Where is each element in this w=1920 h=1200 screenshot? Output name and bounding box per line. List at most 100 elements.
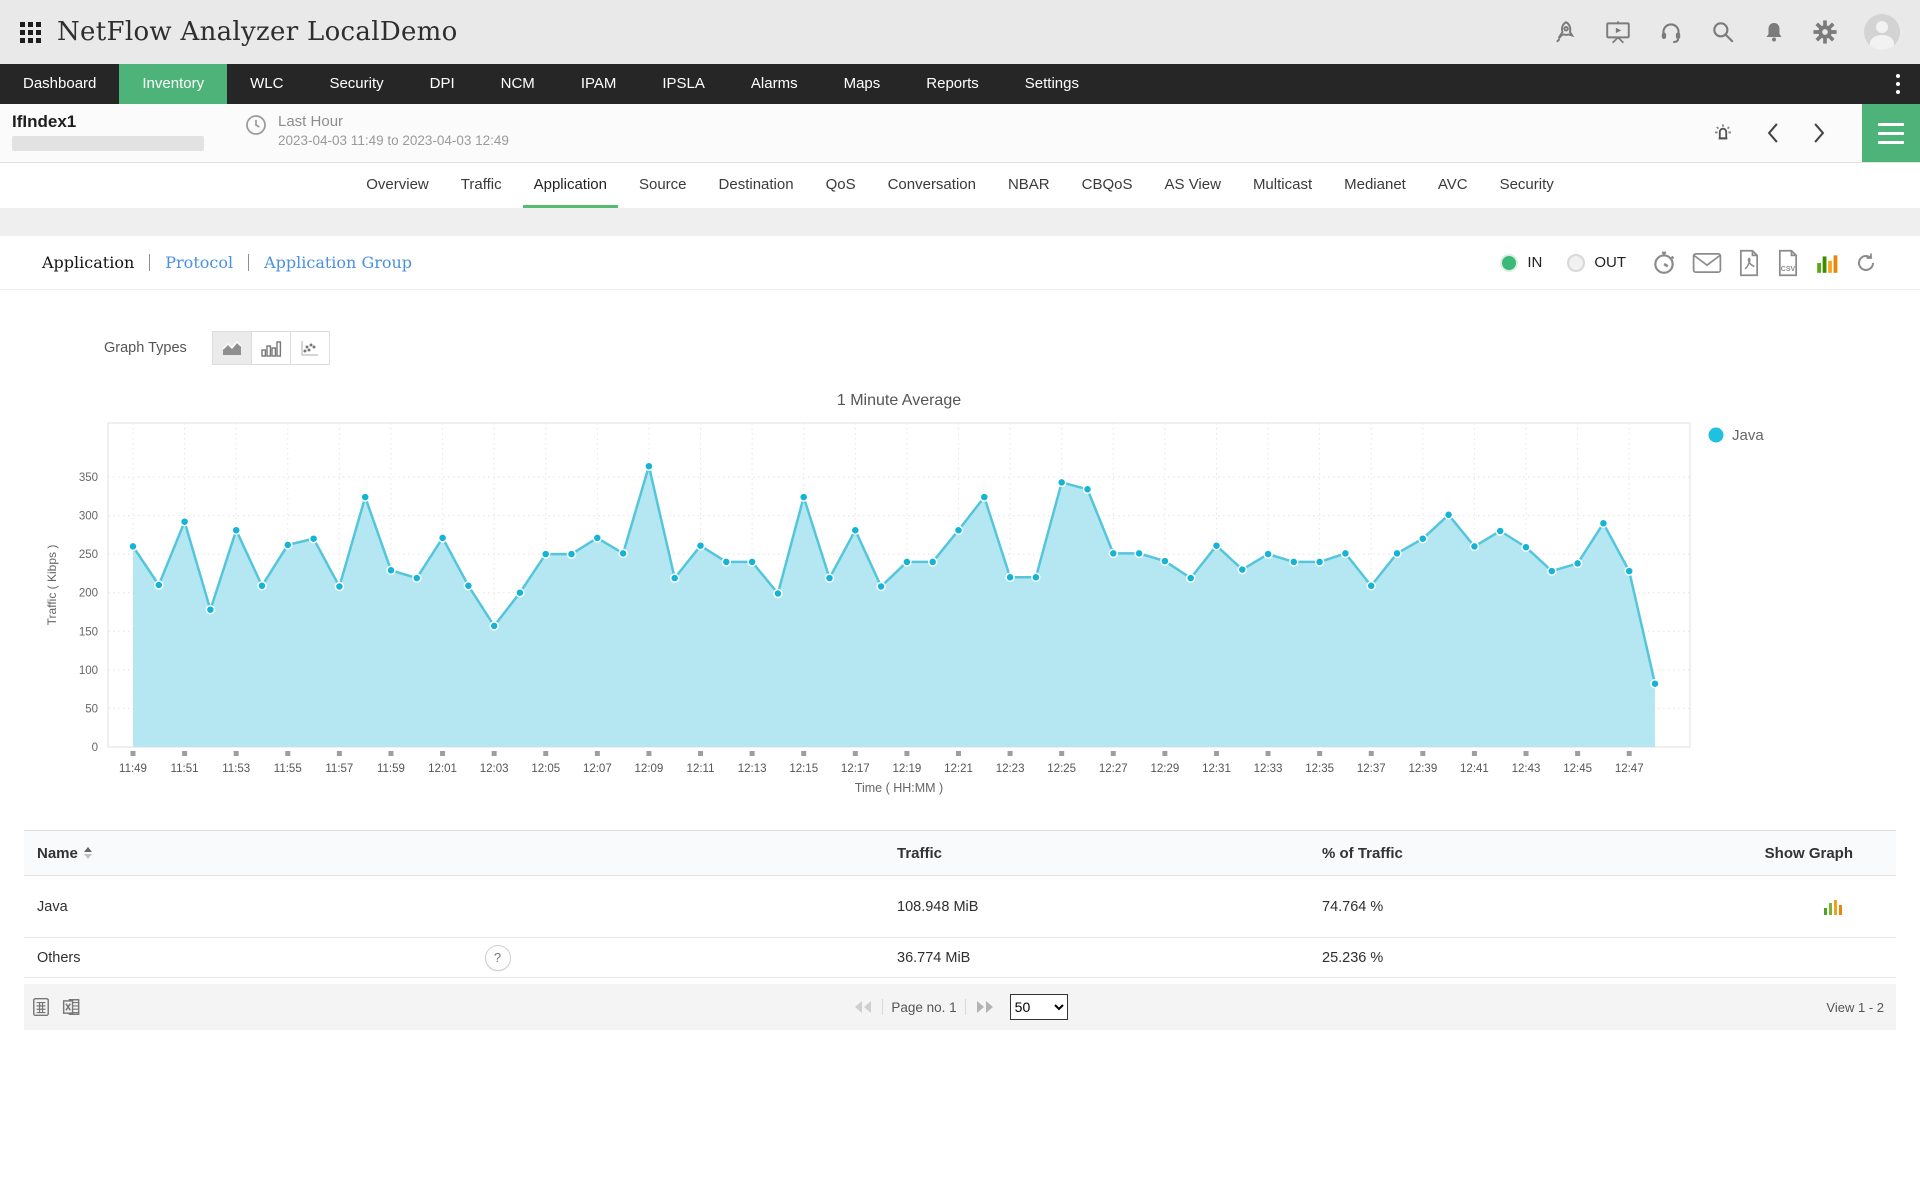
search-icon[interactable] <box>1710 19 1736 45</box>
svg-text:Traffic ( Kibps ): Traffic ( Kibps ) <box>45 545 59 626</box>
export-pdf-icon[interactable] <box>1737 249 1761 277</box>
svg-text:1 Minute Average: 1 Minute Average <box>837 392 961 409</box>
presentation-icon[interactable] <box>1604 19 1632 45</box>
svg-text:12:11: 12:11 <box>687 763 715 775</box>
tab-cbqos[interactable]: CBQoS <box>1081 176 1133 193</box>
others-help-icon[interactable]: ? <box>484 944 511 971</box>
sort-icon <box>83 847 92 859</box>
show-graph-icon[interactable] <box>1823 898 1883 916</box>
column-header-show-graph: Show Graph <box>1764 844 1853 862</box>
nav-item-ncm[interactable]: NCM <box>500 75 535 92</box>
period-range: 2023-04-03 11:49 to 2023-04-03 12:49 <box>278 133 509 148</box>
svg-text:12:47: 12:47 <box>1615 763 1644 775</box>
email-icon[interactable] <box>1692 251 1722 275</box>
svg-text:11:55: 11:55 <box>274 763 302 775</box>
tab-traffic[interactable]: Traffic <box>460 176 502 193</box>
graph-type-scatter-button[interactable] <box>289 331 330 365</box>
app-header: NetFlow Analyzer LocalDemo <box>0 0 1920 64</box>
switcher-item-application[interactable]: Application <box>42 253 135 272</box>
graph-types-row: Graph Types <box>104 330 1920 366</box>
svg-text:12:07: 12:07 <box>583 763 612 775</box>
table-row: Java 108.948 MiB 74.764 % <box>24 876 1896 938</box>
period-label: Last Hour <box>278 113 344 130</box>
tab-multicast[interactable]: Multicast <box>1252 176 1313 193</box>
nav-item-dpi[interactable]: DPI <box>429 75 455 92</box>
nav-item-wlc[interactable]: WLC <box>250 75 284 92</box>
redacted-subtitle <box>12 136 204 151</box>
tab-application[interactable]: Application <box>523 163 618 208</box>
svg-text:12:45: 12:45 <box>1563 763 1592 775</box>
column-header-name[interactable]: Name <box>37 845 897 862</box>
headset-icon[interactable] <box>1658 19 1684 45</box>
tab-overview[interactable]: Overview <box>366 176 429 193</box>
table-header-row: Name Traffic % of Traffic Show Graph <box>24 830 1896 876</box>
direction-in-label[interactable]: IN <box>1527 254 1543 271</box>
svg-text:Java: Java <box>1732 427 1764 444</box>
nav-item-alarms[interactable]: Alarms <box>750 75 798 92</box>
tab-destination[interactable]: Destination <box>718 176 794 193</box>
tab-nbar[interactable]: NBAR <box>1007 176 1050 193</box>
nav-item-security[interactable]: Security <box>329 75 384 92</box>
svg-text:12:09: 12:09 <box>635 763 664 775</box>
svg-text:11:59: 11:59 <box>377 763 405 775</box>
graph-type-bar-button[interactable] <box>250 331 291 365</box>
column-header-pct-traffic: % of Traffic <box>1322 844 1403 862</box>
tab-medianet[interactable]: Medianet <box>1344 176 1406 193</box>
avatar[interactable] <box>1864 14 1900 50</box>
nav-overflow-kebab-icon[interactable] <box>1876 64 1920 104</box>
column-chart-icon[interactable] <box>1815 251 1839 275</box>
direction-out-radio[interactable] <box>1567 253 1586 272</box>
tab-qos[interactable]: QoS <box>825 176 856 193</box>
time-period[interactable]: Last Hour 2023-04-03 11:49 to 2023-04-03… <box>244 104 509 162</box>
nav-item-inventory[interactable]: Inventory <box>119 64 228 104</box>
nav-item-reports[interactable]: Reports <box>926 75 979 92</box>
main-nav: Dashboard Inventory WLC Security DPI NCM IPAM I… <box>0 64 1920 104</box>
traffic-area-chart: 1 Minute Average 0 50 100 150 200 250 300 350 11:… <box>45 392 1764 795</box>
gear-icon[interactable] <box>1812 19 1838 45</box>
alarm-blink-icon[interactable] <box>1708 118 1738 148</box>
tab-avc[interactable]: AVC <box>1437 176 1468 193</box>
tab-conversation[interactable]: Conversation <box>887 176 976 193</box>
chevron-left-icon[interactable] <box>1762 120 1784 146</box>
svg-text:12:25: 12:25 <box>1047 763 1076 775</box>
svg-text:100: 100 <box>79 665 98 677</box>
switcher-item-protocol[interactable]: Protocol <box>165 253 234 272</box>
tab-source[interactable]: Source <box>638 176 687 193</box>
nav-item-ipsla[interactable]: IPSLA <box>662 75 705 92</box>
page-size-select[interactable]: 50 <box>1009 994 1068 1020</box>
rocket-icon[interactable] <box>1552 19 1578 45</box>
svg-text:12:19: 12:19 <box>893 763 922 775</box>
refresh-icon[interactable] <box>1854 251 1878 275</box>
graph-type-area-button[interactable] <box>211 331 252 365</box>
svg-text:12:43: 12:43 <box>1512 763 1541 775</box>
export-csv-icon[interactable]: CSV <box>1776 249 1800 277</box>
hamburger-menu-button[interactable] <box>1862 104 1920 162</box>
nav-item-dashboard[interactable]: Dashboard <box>23 75 97 92</box>
switcher-item-application-group[interactable]: Application Group <box>264 253 413 272</box>
export-excel-icon[interactable] <box>62 997 82 1017</box>
nav-item-settings[interactable]: Settings <box>1024 75 1079 92</box>
svg-text:11:51: 11:51 <box>171 763 199 775</box>
graph-types-label: Graph Types <box>104 340 187 356</box>
chevron-right-icon[interactable] <box>1808 120 1830 146</box>
pagination-divider <box>964 999 966 1015</box>
direction-out-label[interactable]: OUT <box>1594 254 1626 271</box>
svg-text:12:37: 12:37 <box>1357 763 1386 775</box>
stopwatch-icon[interactable] <box>1651 250 1677 276</box>
svg-text:12:05: 12:05 <box>531 763 560 775</box>
tab-as-view[interactable]: AS View <box>1164 176 1221 193</box>
svg-text:12:33: 12:33 <box>1254 763 1283 775</box>
svg-text:12:13: 12:13 <box>738 763 767 775</box>
tab-security[interactable]: Security <box>1499 176 1554 193</box>
direction-in-radio[interactable] <box>1500 253 1519 272</box>
next-page-icon[interactable] <box>974 999 996 1015</box>
svg-text:12:17: 12:17 <box>841 763 870 775</box>
table-view-icon[interactable] <box>32 997 50 1017</box>
app-grid-icon[interactable] <box>20 21 41 43</box>
nav-item-ipam[interactable]: IPAM <box>580 75 617 92</box>
svg-text:12:03: 12:03 <box>480 763 509 775</box>
bell-icon[interactable] <box>1762 19 1786 45</box>
svg-text:12:15: 12:15 <box>789 763 818 775</box>
nav-item-maps[interactable]: Maps <box>843 75 881 92</box>
previous-page-icon[interactable] <box>852 999 874 1015</box>
